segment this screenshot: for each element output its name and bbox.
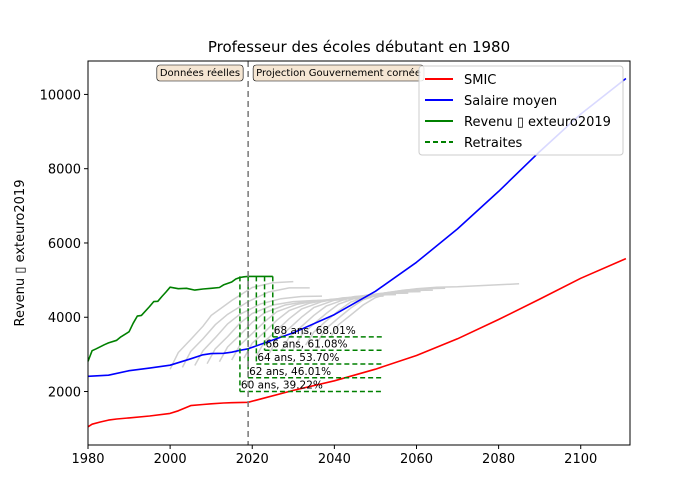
y-tick-label-2000: 2000 xyxy=(48,386,81,401)
plot-frame xyxy=(87,60,631,446)
retraite-label-2: 62 ans, 46.01% xyxy=(249,366,331,378)
background-curve-12 xyxy=(304,289,433,346)
x-tick-label-1980: 1980 xyxy=(71,452,104,467)
legend: SMIC Salaire moyen Revenu ▯ exteuro2019 … xyxy=(418,65,624,156)
background-curve-14 xyxy=(329,283,520,339)
y-axis-label: Revenu ▯ exteuro2019 xyxy=(13,180,28,327)
legend-label-retraites: Retraites xyxy=(464,136,523,151)
retraite-label-5: 68 ans, 68.01% xyxy=(274,325,356,337)
background-curves xyxy=(169,280,520,370)
y-tick-label-10000: 10000 xyxy=(40,88,81,103)
x-tick-label-2040: 2040 xyxy=(318,452,351,467)
background-curve-2 xyxy=(181,287,310,368)
y-tick-label-6000: 6000 xyxy=(48,237,81,252)
legend-box xyxy=(418,65,624,156)
background-curve-1 xyxy=(169,280,294,370)
y-tick-label-8000: 8000 xyxy=(48,163,81,178)
x-tick-label-2080: 2080 xyxy=(482,452,515,467)
axes: 1980 2000 2020 2040 2060 2080 2100 2000 4000 6000… xyxy=(40,88,598,467)
legend-label-salaire-moyen: Salaire moyen xyxy=(464,94,557,109)
series-line-smic xyxy=(87,257,627,428)
x-tick-label-2100: 2100 xyxy=(564,452,597,467)
retraite-label-3: 64 ans, 53.70% xyxy=(257,352,339,364)
x-tick-label-2000: 2000 xyxy=(154,452,187,467)
background-curve-3 xyxy=(194,295,323,366)
annotation-projection: Projection Gouvernement cornée xyxy=(256,67,421,79)
annotation-box-real xyxy=(156,64,244,82)
legend-label-smic: SMIC xyxy=(464,73,496,88)
retirement-layer: 60 ans, 39.22% 62 ans, 46.01% 64 ans, 53.7… xyxy=(239,276,384,393)
chart-title: Professeur des écoles débutant en 1980 xyxy=(208,38,510,56)
annotation-layer: Données réelles Projection Gouvernement … xyxy=(156,64,425,82)
annotation-real-data: Données réelles xyxy=(160,67,240,79)
x-tick-label-2020: 2020 xyxy=(236,452,269,467)
legend-label-revenu: Revenu ▯ exteuro2019 xyxy=(464,115,611,130)
x-tick-label-2060: 2060 xyxy=(400,452,433,467)
y-tick-label-4000: 4000 xyxy=(48,311,81,326)
retraite-label-4: 66 ans, 61.08% xyxy=(266,338,348,350)
retraite-label-1: 60 ans, 39.22% xyxy=(241,380,323,392)
